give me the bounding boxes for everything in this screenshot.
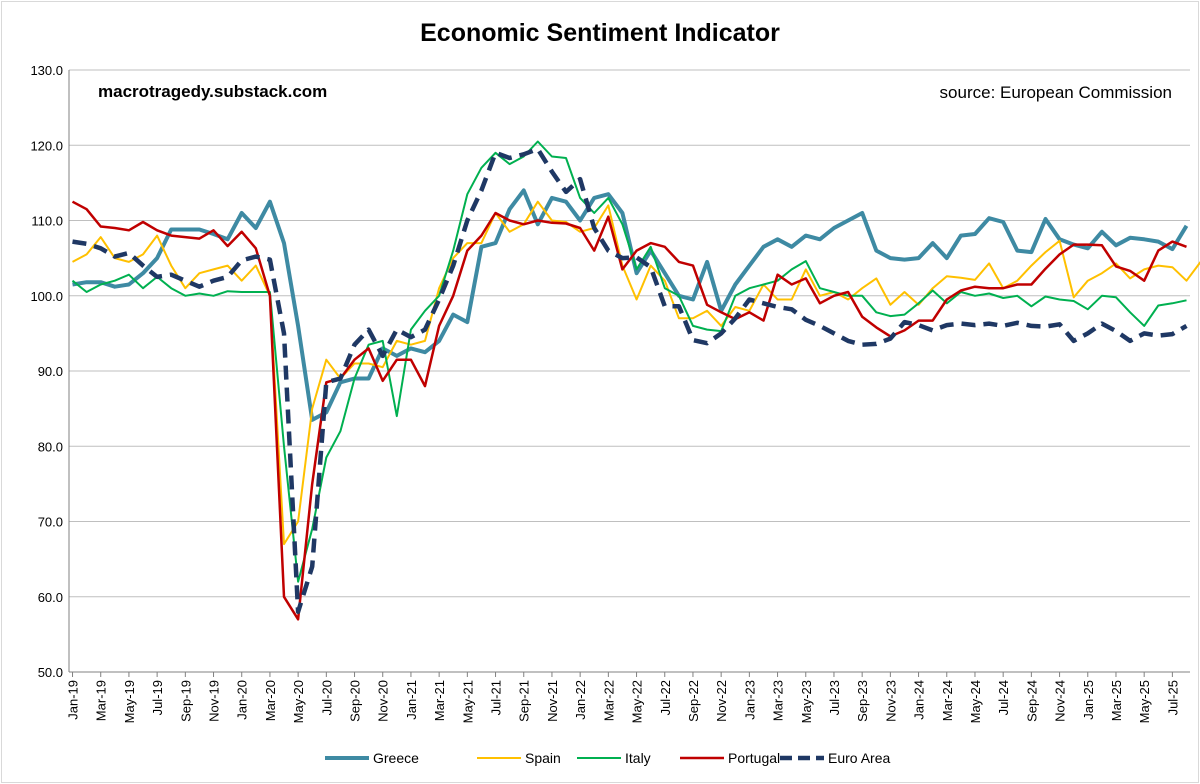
- x-tick-label: Sep-19: [178, 680, 193, 722]
- x-tick-label: Jul-22: [658, 680, 673, 715]
- x-tick-label: Jul-25: [1165, 680, 1180, 715]
- watermark-text: macrotragedy.substack.com: [98, 82, 327, 101]
- legend-label-italy: Italy: [625, 750, 651, 766]
- x-tick-label: Jul-20: [319, 680, 334, 715]
- x-tick-label: Nov-19: [207, 680, 222, 722]
- series-lines: [71, 140, 1200, 621]
- x-tick-label: Jul-24: [996, 680, 1011, 715]
- x-tick-label: Mar-22: [601, 680, 616, 721]
- x-tick-label: May-20: [291, 680, 306, 723]
- series-line-spain: [72, 200, 1200, 546]
- x-tick-label: Nov-20: [376, 680, 391, 722]
- y-tick-label: 110.0: [31, 214, 63, 229]
- x-tick-label: Jul-21: [489, 680, 504, 715]
- source-note: source: European Commission: [940, 83, 1172, 102]
- x-tick-label: Jul-23: [827, 680, 842, 715]
- y-axis: 50.0 60.0 70.0 80.0 90.0 100.0 110.0 120.0 130.0: [30, 63, 70, 680]
- legend-label-euro-area: Euro Area: [828, 750, 890, 766]
- x-tick-label: Mar-20: [263, 680, 278, 721]
- x-tick-label: May-24: [968, 680, 983, 723]
- y-tick-label: 70.0: [38, 515, 63, 530]
- x-tick-label: Jul-19: [150, 680, 165, 715]
- chart-title: Economic Sentiment Indicator: [420, 19, 780, 47]
- y-tick-label: 90.0: [38, 364, 63, 379]
- y-tick-label: 80.0: [38, 439, 63, 454]
- series-line-greece: [72, 188, 1189, 422]
- x-tick-label: Jan-20: [235, 680, 250, 720]
- legend-label-greece: Greece: [373, 750, 419, 766]
- x-tick-label: Sep-24: [1024, 680, 1039, 722]
- series-line-italy: [71, 140, 1187, 583]
- x-tick-label: Sep-21: [517, 680, 532, 722]
- legend-label-portugal: Portugal: [728, 750, 780, 766]
- y-tick-label: 60.0: [38, 590, 63, 605]
- x-tick-label: Mar-21: [432, 680, 447, 721]
- legend-label-spain: Spain: [525, 750, 561, 766]
- x-tick-label: Mar-25: [1109, 680, 1124, 721]
- series-line-euro-area: [72, 146, 1188, 615]
- x-tick-label: Nov-24: [1053, 680, 1068, 722]
- x-tick-label: May-22: [630, 680, 645, 723]
- x-tick-label: Jan-23: [742, 680, 757, 720]
- x-tick-label: May-19: [122, 680, 137, 723]
- x-tick-label: Sep-23: [855, 680, 870, 722]
- y-tick-label: 120.0: [30, 138, 63, 153]
- y-tick-label: 100.0: [30, 289, 63, 304]
- x-tick-label: Sep-20: [348, 680, 363, 722]
- x-tick-label: May-21: [460, 680, 475, 723]
- x-tick-label: Jan-21: [404, 680, 419, 720]
- x-tick-label: Jan-25: [1081, 680, 1096, 720]
- legend: Greece Spain Italy Portugal Euro Area: [325, 750, 890, 766]
- x-tick-label: Jan-19: [66, 680, 81, 720]
- x-tick-label: Mar-19: [94, 680, 109, 721]
- x-tick-label: Sep-22: [686, 680, 701, 722]
- x-tick-label: May-25: [1137, 680, 1152, 723]
- grid: [69, 69, 1190, 673]
- x-axis: Jan-19 Mar-19 May-19 Jul-19 Sep-19 Nov-19 Jan-…: [66, 671, 1190, 723]
- x-tick-label: Nov-21: [545, 680, 560, 722]
- x-tick-label: Mar-24: [940, 680, 955, 721]
- y-tick-label: 130.0: [30, 63, 63, 78]
- x-tick-label: Jan-24: [912, 680, 927, 720]
- y-tick-label: 50.0: [38, 665, 63, 680]
- x-tick-label: Nov-23: [883, 680, 898, 722]
- x-tick-label: Jan-22: [573, 680, 588, 720]
- x-tick-label: Mar-23: [771, 680, 786, 721]
- x-tick-label: May-23: [799, 680, 814, 723]
- x-tick-label: Nov-22: [714, 680, 729, 722]
